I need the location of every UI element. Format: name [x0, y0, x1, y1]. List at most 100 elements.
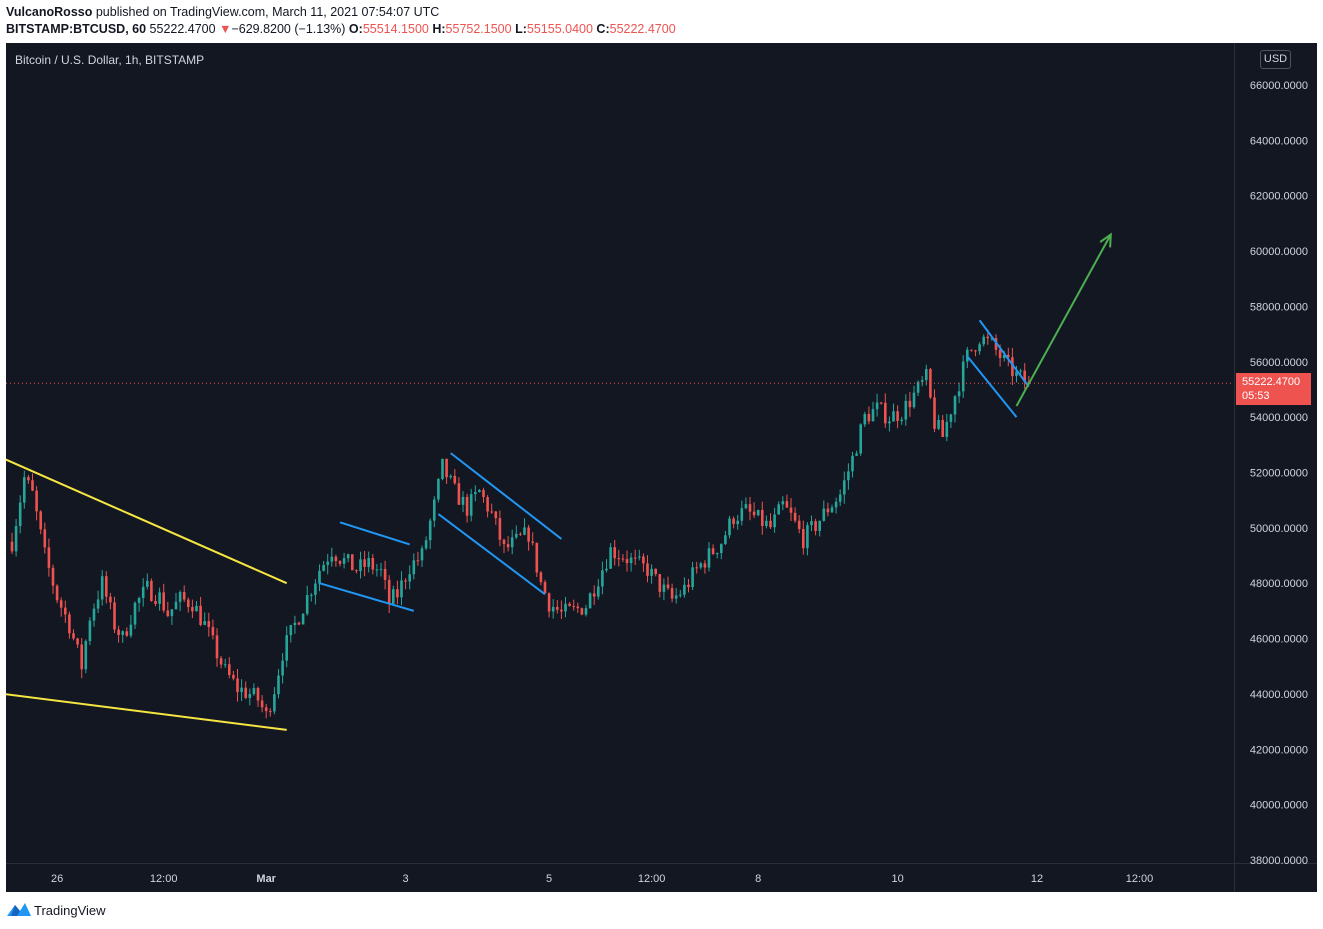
- candle-body: [269, 711, 272, 713]
- candle-body: [777, 504, 780, 515]
- time-axis[interactable]: 26 12:00 Mar 3 5 12:00 8 10 12 12:00: [51, 873, 1153, 885]
- candle-body: [166, 610, 170, 617]
- candle-body: [428, 520, 432, 541]
- candle-body: [346, 554, 350, 559]
- currency-button[interactable]: USD: [1260, 50, 1291, 69]
- candle-body: [207, 621, 211, 627]
- wedge-trendline[interactable]: [6, 693, 287, 731]
- candle-body: [240, 687, 243, 693]
- candle-body: [121, 631, 124, 635]
- candle-body: [84, 641, 88, 670]
- candle-body: [146, 580, 149, 587]
- price-tick-label: 56000.0000: [1250, 357, 1308, 369]
- candle-body: [510, 537, 514, 548]
- price-tick-label: 62000.0000: [1250, 191, 1308, 203]
- candle-body: [617, 558, 621, 560]
- channel-lower-line[interactable]: [966, 355, 1018, 418]
- candle-body: [273, 694, 276, 712]
- candle-body: [650, 568, 653, 576]
- target-arrow[interactable]: [1015, 233, 1112, 407]
- candle-body: [461, 496, 465, 505]
- candle-body: [945, 421, 949, 437]
- candle-body: [1002, 354, 1006, 359]
- open-value: 55514.1500: [362, 22, 429, 36]
- candle-body: [494, 511, 498, 519]
- candle-body: [674, 595, 678, 599]
- time-tick-label: 3: [403, 873, 409, 885]
- channel-lower-line[interactable]: [437, 513, 546, 596]
- candle-body: [158, 592, 161, 604]
- candle-body: [260, 700, 264, 708]
- candle-body: [105, 576, 108, 597]
- candle-body: [244, 687, 247, 698]
- candle-body: [691, 567, 694, 588]
- candle-body: [297, 622, 301, 625]
- candle-body: [568, 603, 571, 606]
- time-tick-label: Mar: [256, 873, 276, 885]
- candle-body: [982, 336, 985, 345]
- close-value: 55222.4700: [609, 22, 676, 36]
- candle-body: [228, 664, 231, 675]
- candle-body: [576, 606, 580, 609]
- candle-body: [72, 633, 75, 639]
- drawings[interactable]: [6, 232, 1112, 731]
- channel-upper-line[interactable]: [978, 319, 1030, 388]
- candle-body: [609, 547, 612, 569]
- candle-body: [59, 600, 63, 608]
- last-price: 55222.4700: [149, 22, 216, 36]
- candle-body: [154, 601, 157, 604]
- channel-lower-line[interactable]: [319, 582, 415, 612]
- candles: [10, 329, 1031, 719]
- candle-body: [1011, 357, 1014, 377]
- publish-info: VulcanoRosso published on TradingView.co…: [6, 5, 439, 19]
- price-tick-label: 50000.0000: [1250, 523, 1308, 535]
- candle-body: [301, 613, 305, 625]
- brand-name[interactable]: TradingView: [34, 903, 106, 918]
- price-chart[interactable]: 66000.0000 64000.0000 62000.0000 60000.0000…: [6, 43, 1317, 892]
- candle-body: [363, 559, 366, 567]
- candle-body: [252, 688, 256, 694]
- candle-body: [818, 520, 821, 531]
- price-axis[interactable]: 66000.0000 64000.0000 62000.0000 60000.0000…: [1250, 80, 1308, 867]
- candle-body: [773, 514, 776, 528]
- candle-body: [711, 548, 715, 554]
- candle-body: [199, 605, 202, 625]
- candle-body: [375, 569, 379, 571]
- candle-body: [400, 580, 403, 598]
- candle-body: [248, 693, 252, 698]
- candle-body: [687, 584, 690, 588]
- candle-body: [564, 603, 567, 612]
- candle-body: [970, 349, 973, 351]
- candle-body: [986, 336, 990, 339]
- time-tick-label: 12:00: [150, 873, 178, 885]
- author-name[interactable]: VulcanoRosso: [6, 5, 93, 19]
- candle-body: [334, 556, 338, 562]
- tradingview-logo-icon[interactable]: [6, 902, 32, 918]
- symbol-name: BITSTAMP:BTCUSD, 60: [6, 22, 147, 36]
- candle-body: [720, 544, 723, 553]
- channel-upper-line[interactable]: [339, 521, 411, 546]
- candle-body: [420, 548, 424, 561]
- candle-body: [117, 629, 120, 635]
- candle-body: [187, 599, 190, 608]
- candle-body: [469, 494, 473, 516]
- candle-body: [875, 402, 879, 410]
- candle-body: [916, 381, 920, 393]
- time-tick-label: 8: [755, 873, 761, 885]
- candle-body: [769, 520, 772, 528]
- candle-body: [814, 521, 817, 531]
- candle-body: [662, 584, 666, 592]
- channel-upper-line[interactable]: [450, 452, 563, 540]
- candle-body: [785, 501, 789, 508]
- chart-panel[interactable]: 66000.0000 64000.0000 62000.0000 60000.0000…: [6, 43, 1317, 892]
- candle-body: [990, 338, 994, 340]
- candle-body: [465, 496, 469, 516]
- time-tick-label: 12: [1031, 873, 1043, 885]
- candle-body: [379, 568, 383, 570]
- candle-body: [68, 614, 71, 634]
- candle-body: [638, 556, 641, 558]
- candle-body: [863, 413, 867, 425]
- wedge-trendline[interactable]: [6, 458, 288, 585]
- candle-body: [728, 518, 731, 536]
- candle-body: [937, 419, 940, 429]
